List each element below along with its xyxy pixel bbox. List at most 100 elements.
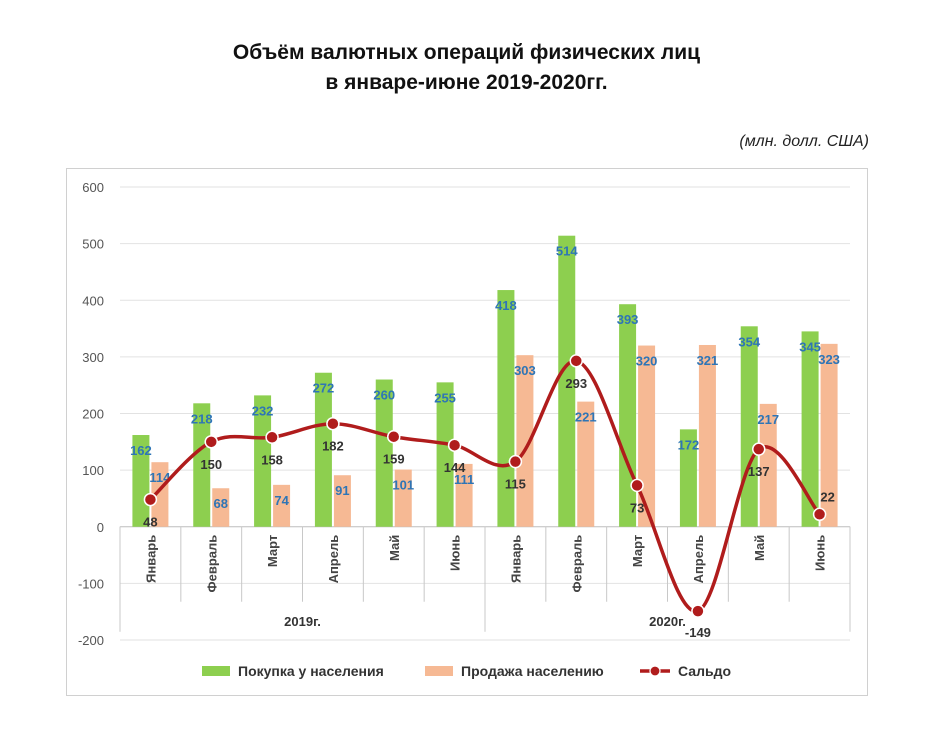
saldo-point <box>204 435 218 449</box>
saldo-point <box>630 478 644 493</box>
saldo-label: 137 <box>748 464 770 479</box>
bar-sale-label: 323 <box>818 352 840 367</box>
bar-purchase <box>558 235 576 527</box>
bar-sale <box>698 344 716 527</box>
saldo-label: 115 <box>505 477 526 492</box>
bar-sale <box>455 463 473 527</box>
bar-purchase-label: 418 <box>495 298 517 313</box>
category-label: Июнь <box>813 535 828 571</box>
bar-purchase-label: 232 <box>252 403 274 418</box>
legend-label: Продажа населению <box>461 663 604 679</box>
bar-purchase-label: 162 <box>130 443 152 458</box>
bar-purchase-label: 272 <box>313 381 335 396</box>
saldo-point <box>143 492 158 507</box>
bar-purchase-label: 218 <box>191 411 213 426</box>
legend-marker <box>649 665 661 677</box>
legend-label: Покупка у населения <box>238 663 384 679</box>
unit-label: (млн. долл. США) <box>739 133 869 150</box>
bar-purchase <box>497 290 515 527</box>
saldo-point <box>387 429 401 444</box>
saldo-point <box>265 430 279 445</box>
bar-purchase-label: 514 <box>556 244 578 259</box>
bar-purchase-label: 345 <box>799 339 821 354</box>
chart-title: Объём валютных операций физических лиц в… <box>0 38 933 98</box>
bar-purchase-label: 393 <box>617 312 639 327</box>
bar-purchase <box>801 331 819 527</box>
saldo-point <box>508 454 523 469</box>
bar-purchase <box>436 382 454 527</box>
bar-sale-label: 74 <box>274 493 289 508</box>
category-label: Апрель <box>326 535 341 584</box>
y-tick-label: 300 <box>82 350 104 365</box>
bar-sale-label: 111 <box>454 472 474 487</box>
y-tick-label: -100 <box>78 576 104 591</box>
category-label: Март <box>630 535 645 567</box>
bar-sale-label: 320 <box>636 354 658 369</box>
saldo-label: 158 <box>261 452 283 467</box>
saldo-point <box>752 442 766 456</box>
category-label: Май <box>752 535 767 561</box>
saldo-label: 182 <box>322 439 344 454</box>
bar-sale-label: 217 <box>757 412 779 427</box>
bar-purchase <box>193 403 211 527</box>
bar-purchase-label: 172 <box>678 437 700 452</box>
bar-purchase <box>132 435 150 527</box>
saldo-label: 22 <box>820 489 834 504</box>
group-label: 2020г. <box>649 614 686 629</box>
y-tick-label: 0 <box>97 520 104 535</box>
bar-purchase-label: 354 <box>738 334 760 349</box>
bar-sale-label: 303 <box>514 363 536 378</box>
bar-sale <box>151 462 169 527</box>
bar-sale <box>212 488 230 527</box>
bar-purchase-label: 260 <box>373 388 395 403</box>
bar-purchase <box>679 429 697 527</box>
bar-sale <box>394 469 412 527</box>
y-tick-label: -200 <box>78 633 104 648</box>
bar-purchase <box>619 304 637 527</box>
y-tick-label: 200 <box>82 407 104 422</box>
saldo-point <box>812 507 827 522</box>
bar-sale <box>333 475 351 527</box>
saldo-point <box>569 354 583 368</box>
bar-purchase <box>740 326 758 527</box>
saldo-point <box>326 416 340 431</box>
saldo-label: 48 <box>143 515 157 530</box>
y-tick-label: 600 <box>82 180 104 195</box>
bar-purchase <box>314 372 332 527</box>
bar-purchase <box>254 395 272 527</box>
saldo-label: 150 <box>200 457 222 472</box>
chart-frame <box>66 168 868 696</box>
legend-swatch <box>425 666 453 676</box>
category-label: Февраль <box>204 535 219 593</box>
title-line-1: Объём валютных операций физических лиц <box>232 41 701 64</box>
category-label: Июнь <box>448 535 463 571</box>
bar-sale-label: 321 <box>697 353 719 368</box>
bar-sale-label: 221 <box>575 410 597 425</box>
category-label: Январь <box>143 535 158 583</box>
bar-sale <box>759 403 777 527</box>
bar-sale <box>273 484 291 527</box>
category-label: Май <box>387 535 402 561</box>
category-label: Март <box>265 535 280 567</box>
bar-sale <box>820 343 838 527</box>
bar-sale <box>577 401 595 527</box>
category-label: Апрель <box>691 535 706 584</box>
group-label: 2019г. <box>284 614 321 629</box>
saldo-point <box>447 438 462 452</box>
saldo-point <box>691 604 705 618</box>
bar-sale <box>516 355 534 527</box>
saldo-label: 293 <box>565 376 587 391</box>
y-tick-label: 400 <box>82 293 104 308</box>
saldo-label: -149 <box>685 625 711 640</box>
legend-swatch <box>202 666 230 676</box>
title-line-2: в январе-июне 2019-2020гг. <box>325 71 608 94</box>
category-label: Февраль <box>569 535 584 593</box>
legend-label: Сальдо <box>678 663 731 679</box>
saldo-label: 144 <box>444 460 466 475</box>
y-tick-label: 100 <box>82 463 104 478</box>
bar-sale-label: 91 <box>335 483 349 498</box>
bar-sale-label: 101 <box>392 478 414 493</box>
saldo-label: 73 <box>630 500 644 515</box>
category-label: Январь <box>508 535 523 583</box>
